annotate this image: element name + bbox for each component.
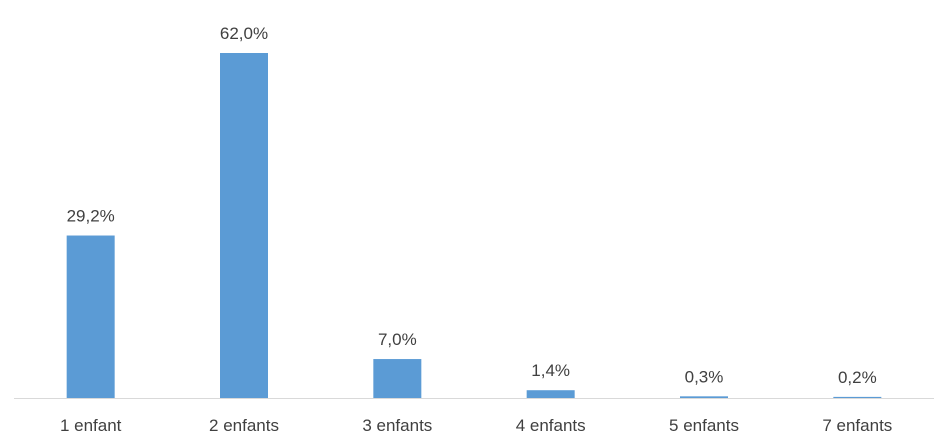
bar-3 — [373, 359, 422, 398]
category-labels-group: 1 enfant 2 enfants 3 enfants 4 enfants 5 enf… — [60, 416, 892, 435]
category-label-3: 3 enfants — [362, 416, 432, 435]
data-label-5: 0,3% — [685, 367, 724, 386]
data-labels-group: 29,2% 62,0% 7,0% 1,4% 0,3% 0,2% — [67, 24, 877, 387]
bar-4 — [526, 390, 575, 398]
data-label-3: 7,0% — [378, 330, 417, 349]
bar-2 — [220, 53, 268, 398]
bar-1 — [66, 235, 115, 398]
bar-6 — [833, 396, 882, 398]
category-label-6: 7 enfants — [822, 416, 892, 435]
bars-group — [66, 53, 882, 398]
category-label-4: 4 enfants — [516, 416, 586, 435]
data-label-4: 1,4% — [531, 361, 570, 380]
bar-5 — [680, 396, 728, 398]
data-label-1: 29,2% — [67, 207, 115, 226]
data-label-2: 62,0% — [220, 24, 268, 43]
category-label-5: 5 enfants — [669, 416, 739, 435]
category-label-2: 2 enfants — [209, 416, 279, 435]
category-label-1: 1 enfant — [60, 416, 122, 435]
data-label-6: 0,2% — [838, 368, 877, 387]
